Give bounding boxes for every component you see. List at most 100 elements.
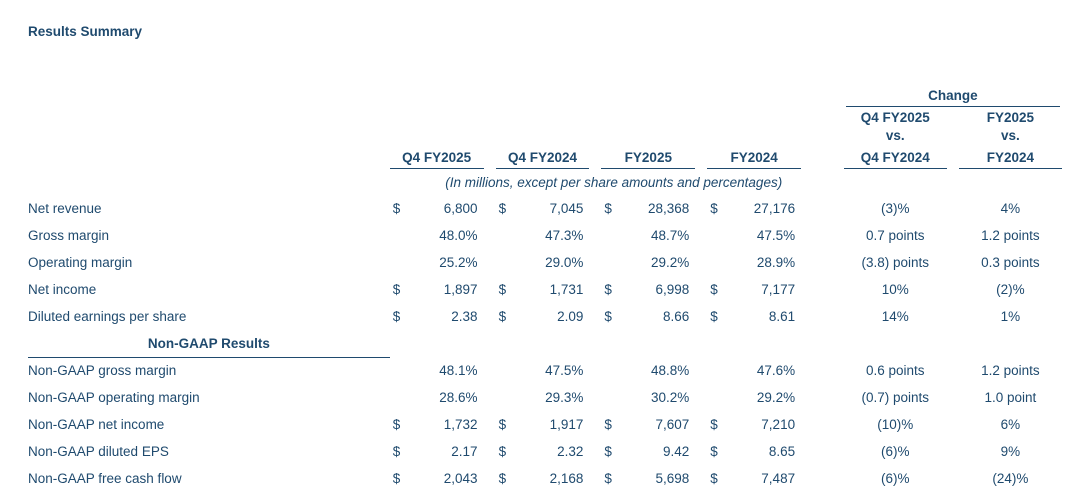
section-header: Non-GAAP Results [28, 330, 390, 358]
value-text: 48.8% [650, 363, 690, 378]
currency-symbol: $ [392, 201, 401, 216]
table-row: Non-GAAP gross margin 48.1% 47.5% 48.8% 47.6… [28, 357, 1068, 384]
value-text: 25.2% [439, 255, 478, 270]
value-text: 2.32 [557, 444, 584, 459]
change-group-row: Change [28, 81, 1068, 107]
change-cell: (6)% [881, 471, 910, 486]
currency-symbol: $ [604, 417, 612, 432]
table-row: Non-GAAP operating margin 28.6% 29.3% 30.2%… [28, 384, 1068, 411]
change-col1-line1: Q4 FY2025 [860, 110, 930, 125]
value-cell: $1,732 [390, 411, 496, 438]
currency-symbol: $ [392, 282, 401, 297]
empty-cell [28, 107, 838, 125]
column-header-row: Q4 FY2025 Q4 FY2024 FY2025 FY2024 Q4 FY2… [28, 143, 1068, 169]
value-cell: $7,210 [707, 411, 813, 438]
row-label: Non-GAAP gross margin [28, 363, 177, 379]
value-text: 48.1% [439, 363, 478, 378]
change-cell: 6% [1000, 417, 1021, 432]
value-text: 2,043 [443, 471, 478, 486]
currency-symbol: $ [392, 417, 401, 432]
change-cell: (6)% [881, 444, 910, 459]
value-text: 29.3% [545, 390, 584, 405]
value-cell: $7,045 [496, 195, 602, 222]
value-text: 28,368 [647, 201, 690, 216]
row-label: Gross margin [28, 228, 110, 243]
change-cell: 0.3 points [981, 255, 1040, 270]
value-cell: 47.5% [707, 222, 813, 249]
value-cell: $1,897 [390, 276, 496, 303]
change-col2-line3: FY2024 [953, 143, 1068, 169]
spacer-cell [813, 303, 838, 330]
change-col1-line3: Q4 FY2024 [838, 143, 953, 169]
column-header-label: Q4 FY2025 [389, 150, 484, 169]
currency-symbol: $ [710, 444, 718, 459]
change-cell: (2)% [996, 282, 1025, 297]
value-text: 8.66 [662, 309, 690, 324]
column-header-label: FY2024 [707, 150, 802, 169]
spacer-cell [813, 384, 838, 411]
value-text: 2.17 [451, 444, 478, 459]
currency-symbol: $ [392, 471, 401, 486]
section-row: Non-GAAP Results [28, 330, 1068, 358]
value-cell: 48.7% [601, 222, 707, 249]
row-label: Non-GAAP net income [28, 417, 165, 432]
row-label: Net income [28, 282, 97, 297]
currency-symbol: $ [604, 309, 612, 324]
change-cell: 10% [881, 282, 909, 297]
currency-symbol: $ [710, 471, 718, 486]
spacer-cell [813, 465, 838, 492]
value-cell: 47.6% [707, 357, 813, 384]
currency-symbol: $ [604, 201, 612, 216]
change-cell: 14% [881, 309, 909, 324]
value-text: 29.2% [650, 255, 690, 270]
value-text: 27,176 [753, 201, 796, 216]
change-cell: 0.6 points [866, 363, 925, 378]
value-text: 1,731 [549, 282, 584, 297]
value-cell: 29.2% [707, 384, 813, 411]
value-text: 1,732 [443, 417, 478, 432]
currency-symbol: $ [498, 201, 507, 216]
value-text: 2.38 [451, 309, 478, 324]
value-text: 29.2% [756, 390, 796, 405]
value-cell: $2,043 [390, 465, 496, 492]
value-cell: $2.09 [496, 303, 602, 330]
value-cell: $5,698 [601, 465, 707, 492]
value-text: 6,800 [443, 201, 478, 216]
change-cell: 1.2 points [981, 228, 1040, 243]
currency-symbol: $ [604, 444, 612, 459]
value-cell: 47.3% [496, 222, 602, 249]
currency-symbol: $ [710, 417, 718, 432]
value-text: 1,917 [549, 417, 584, 432]
value-cell: $2.38 [390, 303, 496, 330]
value-cell: $2.32 [496, 438, 602, 465]
value-text: 1,897 [443, 282, 478, 297]
spacer-cell [813, 276, 838, 303]
table-row: Net income $1,897 $1,731 $6,998 $7,177 10% (2)… [28, 276, 1068, 303]
value-text: 28.6% [439, 390, 478, 405]
value-cell: $7,487 [707, 465, 813, 492]
value-cell: $8.61 [707, 303, 813, 330]
value-cell: $8.66 [601, 303, 707, 330]
change-cell: 9% [1000, 444, 1021, 459]
table-row: Non-GAAP diluted EPS $2.17 $2.32 $9.42 $8.65… [28, 438, 1068, 465]
column-header-fy2024: FY2024 [707, 143, 813, 169]
value-cell: 30.2% [601, 384, 707, 411]
note-row: (In millions, except per share amounts a… [28, 169, 1068, 195]
value-text: 8.61 [768, 309, 796, 324]
value-text: 2.09 [557, 309, 584, 324]
value-cell: 48.0% [390, 222, 496, 249]
value-text: 48.0% [439, 228, 478, 243]
value-text: 2,168 [549, 471, 584, 486]
change-subheader-row-1: Q4 FY2025 FY2025 [28, 107, 1068, 125]
value-cell: $28,368 [601, 195, 707, 222]
currency-symbol: $ [498, 417, 507, 432]
results-table: Change Q4 FY2025 FY2025 vs. vs. Q4 FY202… [28, 81, 1068, 492]
empty-cell [838, 169, 953, 195]
table-row: Net revenue $6,800 $7,045 $28,368 $27,176 (3)… [28, 195, 1068, 222]
currency-symbol: $ [710, 309, 718, 324]
empty-cell [28, 81, 838, 107]
change-group-label: Change [845, 88, 1060, 107]
value-text: 29.0% [545, 255, 584, 270]
currency-symbol: $ [498, 444, 507, 459]
value-text: 7,045 [549, 201, 584, 216]
